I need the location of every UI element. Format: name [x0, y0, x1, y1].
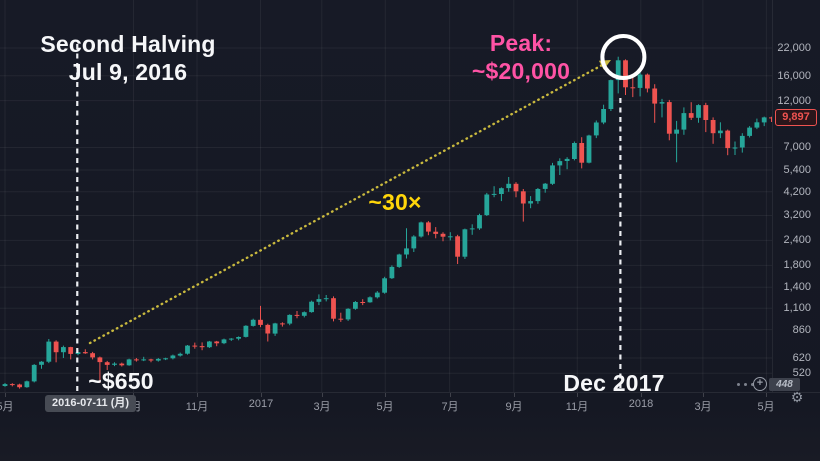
- peak-date-annotation: Dec 2017: [563, 370, 665, 396]
- time-tickmark: [261, 393, 262, 397]
- time-tickmark: [766, 393, 767, 397]
- peak-annotation-value: ~$20,000: [471, 58, 571, 84]
- time-tickmark: [5, 393, 6, 397]
- time-tick-label: 9月: [505, 401, 523, 413]
- last-bar-dotted-line: [737, 383, 754, 386]
- halving-annotation-date: Jul 9, 2016: [68, 59, 188, 85]
- time-tickmark: [514, 393, 515, 397]
- time-tick-label: 5月: [0, 401, 14, 413]
- price-tick-label: 1,800: [783, 259, 811, 271]
- time-tick-label: 11月: [565, 401, 589, 413]
- time-tick-label: 11月: [185, 401, 209, 413]
- price-tick-label: 2,400: [783, 234, 811, 246]
- date-tooltip-badge: 2016-07-11 (月): [45, 395, 137, 412]
- time-tick-label: 7月: [441, 401, 459, 413]
- time-tick-label: 2017: [248, 398, 274, 410]
- peak-highlight-circle: [600, 34, 647, 80]
- price-tick-label: 22,000: [777, 42, 811, 54]
- grid-lines: [0, 0, 772, 392]
- axis-settings-gear-icon[interactable]: ⚙: [790, 390, 804, 406]
- price-tick-label: 7,000: [783, 141, 811, 153]
- time-tick-label: 2018: [628, 398, 654, 410]
- halving-price-annotation: ~$650: [88, 368, 154, 394]
- price-tick-label: 4,200: [783, 186, 811, 198]
- candlestick-chart-pane[interactable]: [0, 0, 772, 392]
- peak-annotation-title: Peak:: [489, 30, 553, 56]
- price-tick-label: 860: [792, 324, 811, 336]
- halving-annotation: Second Halving Jul 9, 2016: [18, 30, 238, 86]
- time-tickmark: [577, 393, 578, 397]
- axis-bottom-price-badge: 448: [769, 378, 800, 391]
- price-tick-label: 1,400: [783, 281, 811, 293]
- trend-arrow-dotted-line: [88, 61, 608, 345]
- time-tickmark: [450, 393, 451, 397]
- price-tick-label: 1,100: [783, 302, 811, 314]
- candles-layer: [2, 56, 772, 389]
- peak-annotation: Peak: ~$20,000: [411, 29, 631, 85]
- last-price-badge: 9,897: [775, 109, 817, 126]
- time-tickmark: [703, 393, 704, 397]
- price-axis[interactable]: 22,000 16,000 12,000 7,000 5,400 4,200 3,200 2,…: [772, 0, 820, 392]
- time-tick-label: 5月: [757, 401, 775, 413]
- time-tick-label: 3月: [313, 401, 331, 413]
- price-tick-label: 16,000: [777, 70, 811, 82]
- add-order-button[interactable]: +: [753, 377, 767, 391]
- time-tickmark: [641, 393, 642, 397]
- time-tick-label: 3月: [694, 401, 712, 413]
- price-tick-label: 5,400: [783, 164, 811, 176]
- price-tick-label: 12,000: [777, 95, 811, 107]
- time-tick-label: 5月: [376, 401, 394, 413]
- price-tick-label: 3,200: [783, 209, 811, 221]
- multiplier-annotation: ~30×: [368, 189, 422, 215]
- halving-annotation-title: Second Halving: [40, 31, 216, 57]
- time-tickmark: [322, 393, 323, 397]
- time-tickmark: [385, 393, 386, 397]
- price-tick-label: 520: [792, 367, 811, 379]
- price-tick-label: 620: [792, 352, 811, 364]
- time-tickmark: [197, 393, 198, 397]
